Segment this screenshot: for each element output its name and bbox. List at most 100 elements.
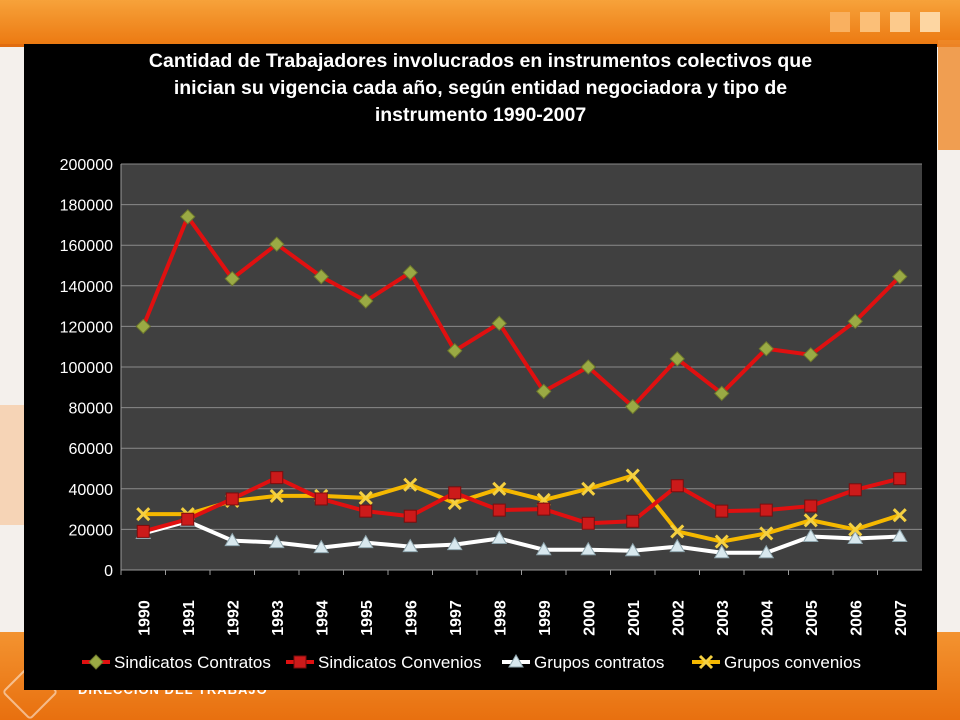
data-point: [537, 502, 551, 516]
data-point: [358, 490, 373, 505]
left-edge-decoration: [0, 405, 25, 525]
data-point: [893, 472, 907, 486]
legend-marker: [88, 654, 104, 670]
y-tick-label: 120000: [60, 319, 113, 336]
data-point: [848, 483, 862, 497]
series-line: [142, 519, 900, 555]
data-point: [224, 532, 241, 547]
data-point: [402, 538, 419, 553]
data-point: [758, 341, 774, 357]
x-tick-label: 1992: [225, 600, 242, 636]
data-point: [715, 504, 729, 518]
x-marker-stroke: [848, 522, 863, 537]
data-point: [758, 544, 775, 559]
data-point: [714, 534, 729, 549]
y-tick-label: 140000: [60, 279, 113, 296]
x-tick-label: 2006: [848, 600, 865, 636]
data-point: [492, 503, 506, 517]
data-point: [402, 264, 418, 281]
x-marker-stroke: [581, 481, 596, 496]
data-point: [759, 503, 773, 517]
chart-title-line-1: Cantidad de Trabajadores involucrados en…: [148, 50, 813, 72]
x-tick-label: 1991: [181, 600, 198, 636]
data-point: [713, 544, 730, 559]
data-point: [268, 534, 285, 549]
data-point: [446, 536, 463, 551]
legend-label: Grupos contratos: [534, 653, 664, 672]
data-point: [626, 514, 640, 528]
data-point: [670, 479, 684, 493]
x-marker-stroke: [403, 477, 418, 492]
data-point: [892, 508, 907, 523]
x-marker-stroke: [892, 508, 907, 523]
data-point: [448, 486, 462, 500]
x-marker-stroke: [714, 534, 729, 549]
legend-marker: [508, 654, 524, 668]
x-tick-label: 1996: [403, 600, 420, 636]
data-point: [804, 499, 818, 513]
x-tick-label: 1998: [492, 600, 509, 636]
legend-marker: [698, 654, 714, 670]
data-point: [224, 270, 240, 287]
x-marker-stroke: [670, 524, 685, 539]
legend-label: Grupos convenios: [724, 653, 861, 672]
data-point: [803, 513, 818, 528]
data-point: [314, 492, 328, 506]
x-tick-label: 1990: [136, 600, 153, 636]
data-point: [313, 539, 330, 554]
data-point: [803, 347, 819, 363]
y-tick-label: 60000: [69, 441, 114, 458]
legend-label: Sindicatos Convenios: [318, 653, 481, 672]
data-point: [891, 528, 908, 543]
data-point: [269, 488, 284, 503]
deco-square-3: [890, 12, 910, 32]
y-tick-label: 200000: [60, 157, 113, 174]
x-marker-stroke: [625, 468, 640, 483]
y-tick-label: 80000: [69, 401, 114, 418]
data-point: [491, 315, 507, 332]
line-chart: 0 20000 40000 60000 80000 100000 120000 140000 1…: [60, 157, 922, 672]
data-point: [802, 528, 819, 543]
x-tick-label: 1995: [359, 600, 376, 636]
data-point: [847, 313, 863, 330]
chart-title-line-2: inician su vigencia cada año, según enti…: [173, 77, 788, 99]
data-point: [536, 383, 552, 400]
data-point: [847, 530, 864, 545]
x-marker-stroke: [803, 513, 818, 528]
x-tick-label: 2002: [670, 600, 687, 636]
top-orange-band: [0, 0, 960, 44]
x-tick-label: 1997: [448, 600, 465, 636]
data-point: [135, 318, 151, 335]
data-point: [581, 516, 595, 530]
right-edge-decoration: [938, 40, 960, 150]
data-point: [580, 359, 596, 375]
x-marker-stroke: [698, 654, 714, 670]
deco-square-4: [920, 12, 940, 32]
y-tick-label: 100000: [60, 360, 113, 377]
x-tick-label: 2005: [804, 600, 821, 636]
data-point: [759, 526, 774, 541]
data-point: [270, 471, 284, 485]
data-point: [669, 538, 686, 553]
data-point: [358, 293, 374, 309]
y-tick-label: 20000: [69, 522, 114, 539]
series-line: [142, 475, 901, 534]
x-tick-label: 1999: [537, 600, 554, 636]
x-marker-stroke: [759, 526, 774, 541]
chart-title-line-3: instrumento 1990-2007: [374, 104, 587, 126]
y-tick-label: 180000: [60, 198, 113, 215]
data-point: [136, 507, 151, 522]
data-point: [269, 236, 285, 252]
data-point: [625, 468, 640, 483]
data-point: [136, 524, 150, 538]
data-point: [492, 481, 507, 496]
data-point: [892, 268, 908, 285]
data-point: [357, 534, 374, 549]
x-marker-stroke: [136, 507, 151, 522]
series-line: [141, 214, 902, 409]
deco-square-1: [830, 12, 850, 32]
x-marker-stroke: [358, 490, 373, 505]
data-point: [580, 541, 597, 556]
data-point: [225, 492, 239, 506]
data-point: [181, 512, 195, 526]
